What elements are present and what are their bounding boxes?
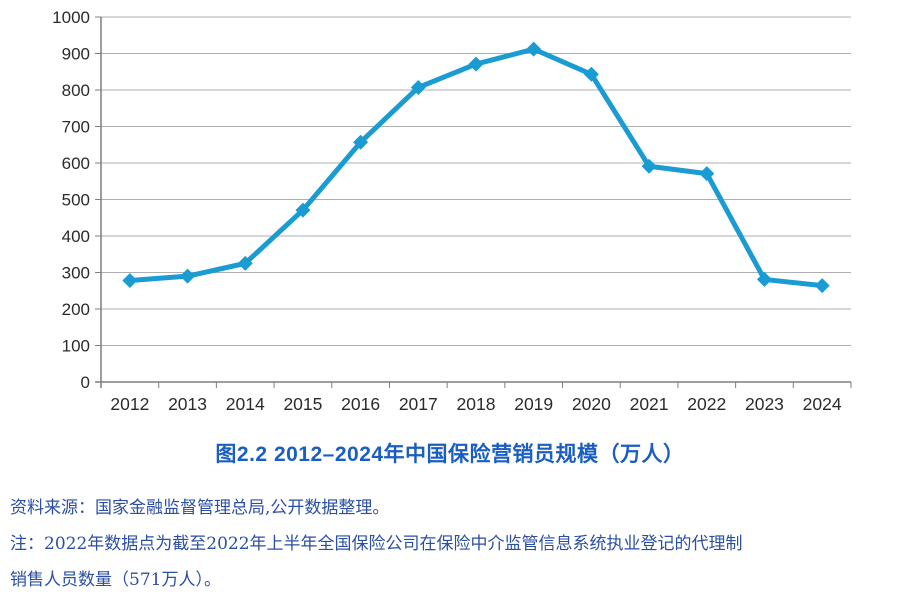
footnotes: 资料来源：国家金融监督管理总局,公开数据整理。 注：2022年数据点为截至202…: [10, 490, 890, 598]
data-point-marker: [641, 158, 657, 174]
data-point-marker: [699, 166, 715, 182]
data-series-line: [127, 46, 825, 289]
source-note: 资料来源：国家金融监督管理总局,公开数据整理。: [10, 498, 390, 518]
x-tick-label: 2013: [168, 394, 207, 414]
x-tick-label: 2023: [745, 394, 784, 414]
x-tick-label: 2024: [803, 394, 842, 414]
line-chart: 0 100 200 300 400 500 600 700 800 900 1000 2012 2013…: [52, 8, 852, 414]
x-tick-label: 2014: [226, 394, 265, 414]
data-point-marker: [180, 268, 196, 284]
y-tick-label: 100: [62, 337, 90, 356]
y-tick-label: 900: [62, 45, 90, 64]
data-point-marker: [122, 273, 138, 289]
data-point-marker: [526, 41, 542, 57]
x-tick-label: 2021: [630, 394, 669, 414]
y-tick-label: 600: [62, 154, 90, 173]
x-tick-label: 2017: [399, 394, 438, 414]
x-tick-label: 2018: [457, 394, 496, 414]
data-point-marker: [295, 202, 311, 218]
y-tick-label: 800: [62, 81, 90, 100]
x-tick-label: 2019: [514, 394, 553, 414]
data-point-marker: [410, 79, 426, 95]
y-tick-label: 400: [62, 227, 90, 246]
y-tick-label: 0: [81, 373, 90, 392]
data-note-line1: 注：2022年数据点为截至2022年上半年全国保险公司在保险中介监管信息系统执业…: [10, 534, 743, 554]
data-point-marker: [756, 271, 772, 287]
data-point-marker: [237, 255, 253, 271]
x-tick-label: 2016: [341, 394, 380, 414]
x-tick-label: 2020: [572, 394, 611, 414]
data-point-marker: [814, 278, 830, 294]
data-point-marker: [468, 56, 484, 72]
y-tick-label: 300: [62, 264, 90, 283]
y-tick-label: 700: [62, 118, 90, 137]
x-tick-label: 2022: [687, 394, 726, 414]
data-point-marker: [583, 66, 599, 82]
y-tick-label: 500: [62, 191, 90, 210]
data-point-marker: [353, 134, 369, 150]
y-tick-label: 200: [62, 300, 90, 319]
x-tick-label: 2015: [283, 394, 322, 414]
y-tick-label: 1000: [52, 8, 90, 27]
data-note-line2: 销售人员数量（571万人）。: [10, 570, 221, 590]
chart-title: 图2.2 2012–2024年中国保险营销员规模（万人）: [215, 443, 685, 466]
line-chart-canvas: 0 100 200 300 400 500 600 700 800 900 1000 2012 2013…: [52, 8, 852, 414]
x-tick-label: 2012: [110, 394, 149, 414]
